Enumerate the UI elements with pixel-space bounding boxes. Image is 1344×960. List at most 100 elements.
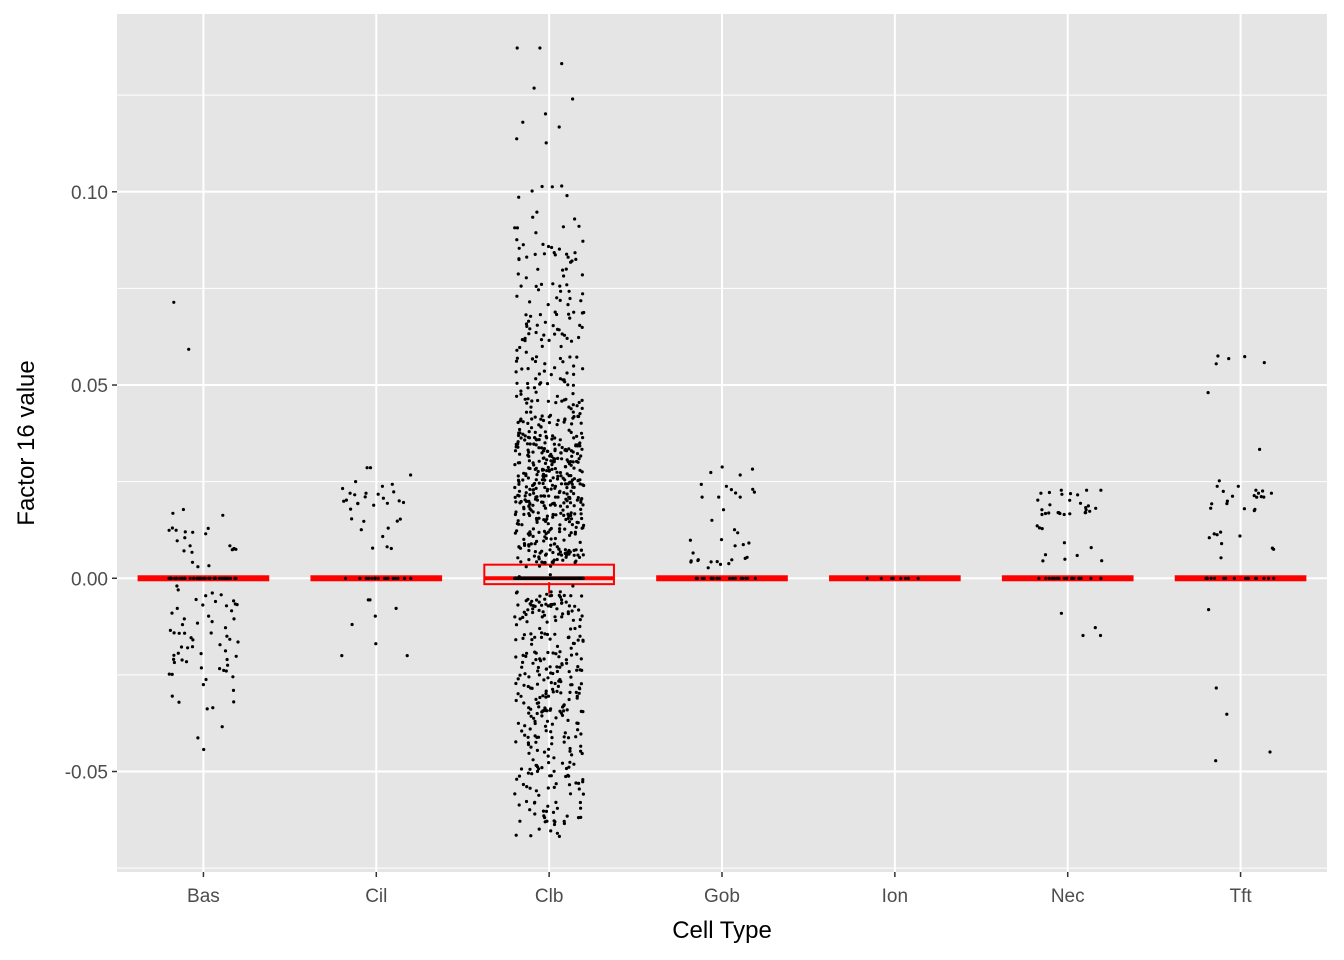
data-point — [221, 513, 225, 517]
data-point — [517, 489, 522, 493]
data-point — [551, 515, 555, 519]
data-point — [537, 516, 541, 520]
data-point — [192, 576, 196, 580]
data-point — [553, 366, 557, 370]
data-point — [551, 434, 555, 438]
data-point — [532, 483, 536, 487]
data-point — [731, 576, 735, 580]
data-point — [232, 599, 236, 603]
data-point — [562, 501, 566, 505]
data-point — [544, 689, 548, 693]
data-point — [572, 477, 577, 481]
data-point — [225, 634, 229, 638]
points-bas — [167, 300, 240, 752]
data-point — [543, 320, 548, 324]
data-point — [1068, 512, 1072, 516]
data-point — [543, 816, 547, 820]
data-point — [538, 313, 543, 317]
data-point — [194, 597, 198, 602]
data-point — [574, 735, 578, 739]
data-point — [1272, 576, 1276, 580]
data-point — [574, 257, 578, 261]
data-point — [571, 97, 575, 101]
data-point — [567, 765, 571, 769]
data-point — [579, 682, 584, 686]
data-point — [572, 415, 576, 419]
data-point — [567, 783, 572, 787]
data-point — [551, 810, 556, 815]
data-point — [530, 638, 534, 642]
data-point — [528, 727, 532, 731]
data-point — [184, 660, 189, 664]
data-point — [1047, 490, 1051, 495]
data-point — [557, 593, 561, 598]
data-point — [223, 649, 228, 653]
data-point — [566, 383, 570, 387]
data-point — [535, 323, 539, 327]
data-point — [568, 749, 572, 753]
data-point — [531, 527, 536, 531]
data-point — [1214, 759, 1218, 763]
data-point — [890, 576, 894, 580]
data-point — [1232, 576, 1236, 580]
data-point — [513, 792, 517, 796]
data-point — [172, 657, 176, 662]
data-point — [544, 474, 548, 478]
data-point — [545, 487, 550, 491]
data-point — [176, 651, 180, 655]
data-point — [533, 415, 537, 419]
data-point — [535, 598, 539, 602]
data-point — [540, 184, 544, 189]
data-point — [552, 501, 556, 505]
data-point — [542, 613, 547, 617]
data-point — [390, 482, 394, 486]
data-point — [541, 449, 546, 453]
data-point — [578, 441, 582, 445]
data-point — [366, 598, 370, 602]
data-point — [542, 657, 546, 661]
points-nec — [1035, 488, 1104, 638]
data-point — [167, 672, 171, 676]
data-point — [519, 284, 523, 288]
data-point — [514, 500, 518, 504]
data-point — [556, 456, 560, 460]
data-point — [550, 463, 554, 467]
data-point — [1227, 357, 1231, 361]
data-point — [174, 528, 178, 532]
data-point — [341, 486, 345, 491]
data-point — [572, 466, 576, 470]
data-point — [579, 732, 583, 736]
data-point — [559, 511, 563, 515]
data-point — [567, 447, 571, 451]
data-point — [515, 238, 519, 242]
data-point — [560, 598, 564, 602]
data-point — [514, 370, 518, 374]
data-point — [535, 495, 539, 499]
data-point — [537, 827, 541, 831]
data-point — [522, 471, 526, 475]
data-point — [538, 626, 542, 631]
data-point — [567, 604, 572, 608]
data-point — [537, 446, 541, 450]
data-point — [727, 562, 731, 566]
data-point — [202, 747, 206, 752]
data-point — [522, 633, 527, 637]
data-point — [569, 339, 574, 343]
data-point — [536, 398, 540, 403]
data-point — [525, 442, 530, 446]
data-point — [374, 642, 378, 646]
data-point — [554, 401, 558, 405]
data-point — [530, 189, 534, 193]
data-point — [558, 377, 563, 381]
data-point — [535, 539, 539, 544]
data-point — [546, 650, 550, 655]
data-point — [539, 417, 543, 421]
data-point — [1225, 502, 1229, 506]
data-point — [577, 787, 581, 791]
data-point — [710, 518, 714, 522]
data-point — [167, 576, 171, 580]
data-point — [529, 542, 533, 546]
data-point — [534, 330, 538, 335]
data-point — [1268, 750, 1272, 754]
data-point — [179, 645, 184, 649]
